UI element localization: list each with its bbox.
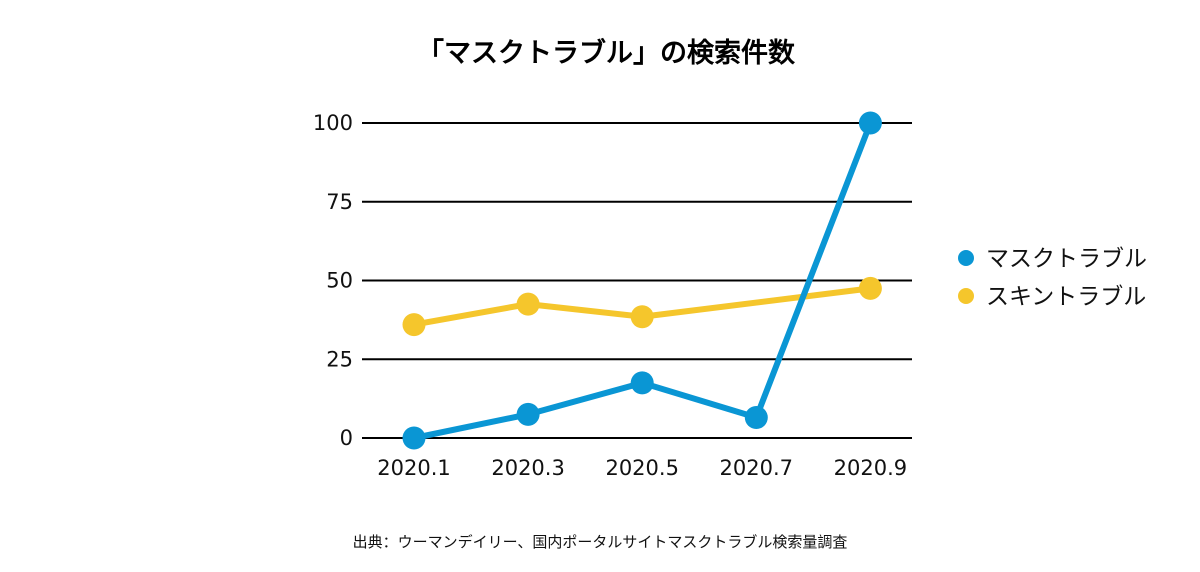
data-point-1-3 [858,276,882,300]
legend-marker-0 [958,250,974,266]
x-tick-label-2020.1: 2020.1 [377,456,450,480]
data-point-0-1 [516,402,540,426]
y-tick-label-100: 100 [313,111,353,135]
legend-marker-1 [958,288,974,304]
chart-title: 「マスクトラブル」の検索件数 [417,37,796,69]
x-tick-label-2020.9: 2020.9 [834,456,907,480]
y-tick-label-75: 75 [326,190,353,214]
y-tick-label-0: 0 [340,426,353,450]
legend-label-0: マスクトラブル [986,246,1147,272]
data-point-1-1 [516,292,540,316]
y-axis: 0 25 50 75 100 [313,111,353,450]
y-tick-label-50: 50 [326,269,353,293]
series-layer [402,111,882,450]
x-axis: 2020.1 2020.3 2020.5 2020.7 2020.9 [377,456,907,480]
data-point-0-2 [630,371,654,395]
y-tick-label-25: 25 [326,347,353,371]
data-point-0-0 [402,426,426,450]
data-point-0-4 [858,111,882,135]
legend-label-1: スキントラブル [986,284,1146,310]
source-note: 出典：ウーマンデイリー、国内ポータルサイトマスクトラブル検索量調査 [353,533,848,551]
grid-layer [362,122,912,439]
data-point-1-0 [402,313,426,337]
x-tick-label-2020.3: 2020.3 [491,456,564,480]
x-tick-label-2020.7: 2020.7 [720,456,793,480]
x-tick-label-2020.5: 2020.5 [605,456,678,480]
series-0 [402,111,882,450]
data-point-1-2 [630,305,654,329]
data-point-0-3 [744,406,768,430]
series-1 [402,276,882,337]
series-line-1 [411,285,874,328]
